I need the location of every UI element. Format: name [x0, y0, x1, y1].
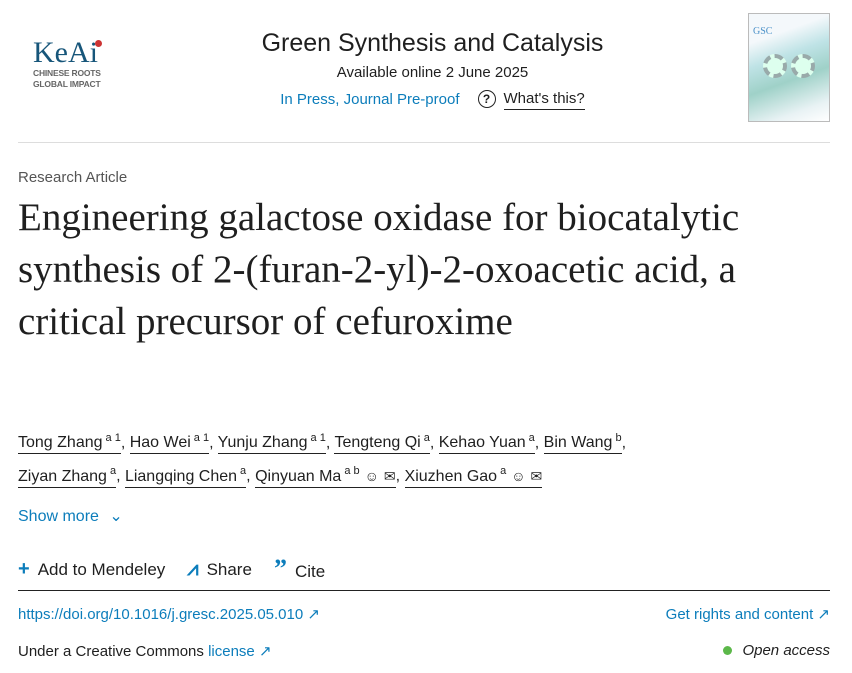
author-name: Liangqing Chen: [124, 467, 238, 485]
divider: [18, 142, 830, 143]
license-line: Under a Creative Commons license ↗: [18, 642, 272, 660]
question-icon: ?: [477, 90, 496, 108]
show-more-button[interactable]: Show more ⌄: [18, 506, 123, 526]
affiliation-sup: a 1: [193, 432, 210, 444]
author-list: Tong Zhang a 1, Hao Wei a 1, Yunju Zhang a …: [18, 424, 830, 491]
gear-graphic: [791, 54, 815, 78]
add-to-mendeley-button[interactable]: + Add to Mendeley: [18, 558, 165, 581]
author-link[interactable]: Ziyan Zhang a: [18, 465, 117, 488]
chevron-down-icon: ⌄: [109, 508, 123, 525]
affiliation-sup: b: [615, 432, 622, 444]
mendeley-label: Add to Mendeley: [37, 559, 166, 579]
cite-label: Cite: [294, 562, 326, 581]
article-type: Research Article: [18, 169, 128, 186]
license-prefix: Under a Creative Commons: [18, 643, 204, 660]
divider: [18, 590, 830, 591]
logo-text: KeAi: [33, 36, 98, 69]
share-label: Share: [206, 559, 252, 579]
person-icon: ☺: [364, 467, 379, 484]
author-link[interactable]: Tong Zhang a 1: [18, 432, 121, 455]
author-name: Xiuzhen Gao: [404, 467, 498, 485]
journal-title[interactable]: Green Synthesis and Catalysis: [261, 29, 604, 57]
keai-logo[interactable]: KeAi CHINESE ROOTS GLOBAL IMPACT: [33, 38, 108, 90]
author-name: Kehao Yuan: [438, 434, 526, 452]
affiliation-sup: a: [423, 432, 430, 444]
rights-text: Get rights and content: [665, 606, 814, 623]
article-title: Engineering galactose oxidase for biocat…: [18, 196, 740, 343]
doi-link[interactable]: https://doi.org/10.1016/j.gresc.2025.05.…: [18, 605, 320, 623]
share-button[interactable]: ⩘ Share: [187, 558, 252, 581]
license-link[interactable]: license ↗: [208, 643, 272, 660]
open-access-badge: Open access: [723, 642, 830, 659]
share-icon: ⩘: [187, 557, 199, 580]
quote-icon: ”: [273, 554, 287, 583]
open-access-label: Open access: [742, 642, 830, 659]
author-link[interactable]: Xiuzhen Gao a ☺ ✉: [404, 465, 543, 488]
affiliation-sup: a: [240, 465, 247, 478]
logo-dot: [95, 40, 102, 47]
gear-graphic: [763, 54, 787, 78]
author-name: Hao Wei: [129, 434, 191, 452]
journal-cover-image[interactable]: GSC: [748, 13, 830, 122]
affiliation-sup: a: [109, 465, 117, 478]
author-link[interactable]: Tengteng Qi a: [334, 432, 430, 455]
author-link[interactable]: Bin Wang b: [543, 432, 622, 455]
affiliation-sup: a: [500, 465, 507, 478]
open-access-dot-icon: [723, 646, 733, 655]
plus-icon: +: [18, 557, 30, 580]
email-icon: ✉: [530, 467, 543, 484]
affiliation-sup: a 1: [310, 432, 326, 444]
author-name: Tengteng Qi: [334, 434, 421, 452]
logo-tagline-2: GLOBAL IMPACT: [33, 79, 101, 89]
article-actions: + Add to Mendeley ⩘ Share ” Cite: [18, 554, 325, 584]
affiliation-sup: a 1: [105, 432, 121, 444]
external-link-icon: ↗: [817, 606, 830, 623]
author-link[interactable]: Yunju Zhang a 1: [217, 432, 326, 455]
external-link-icon: ↗: [307, 606, 320, 623]
cover-title: GSC: [753, 26, 773, 37]
license-link-text: license: [208, 643, 255, 660]
whats-this-button[interactable]: ? What's this?: [477, 90, 585, 110]
doi-text: https://doi.org/10.1016/j.gresc.2025.05.…: [18, 606, 304, 623]
author-link[interactable]: Hao Wei a 1: [129, 432, 210, 455]
show-more-label: Show more: [18, 508, 99, 525]
get-rights-link[interactable]: Get rights and content ↗: [666, 605, 830, 623]
author-link[interactable]: Liangqing Chen a: [124, 465, 247, 488]
in-press-status[interactable]: In Press, Journal Pre-proof: [280, 90, 460, 108]
logo-tagline-1: CHINESE ROOTS: [33, 68, 101, 78]
cite-button[interactable]: ” Cite: [274, 554, 325, 584]
author-name: Tong Zhang: [18, 434, 103, 452]
author-name: Ziyan Zhang: [18, 467, 107, 485]
author-name: Bin Wang: [543, 434, 613, 452]
person-icon: ☺: [511, 467, 526, 484]
affiliation-sup: a: [528, 432, 535, 444]
journal-header: Green Synthesis and Catalysis Available …: [150, 28, 715, 110]
email-icon: ✉: [383, 467, 396, 484]
available-online: Available online 2 June 2025: [336, 64, 529, 81]
affiliation-sup: a b: [344, 465, 360, 478]
author-link[interactable]: Qinyuan Ma a b ☺ ✉: [255, 465, 396, 488]
author-name: Yunju Zhang: [217, 434, 308, 452]
whats-this-label: What's this?: [503, 90, 585, 110]
author-link[interactable]: Kehao Yuan a: [438, 432, 535, 455]
author-name: Qinyuan Ma: [255, 467, 342, 485]
